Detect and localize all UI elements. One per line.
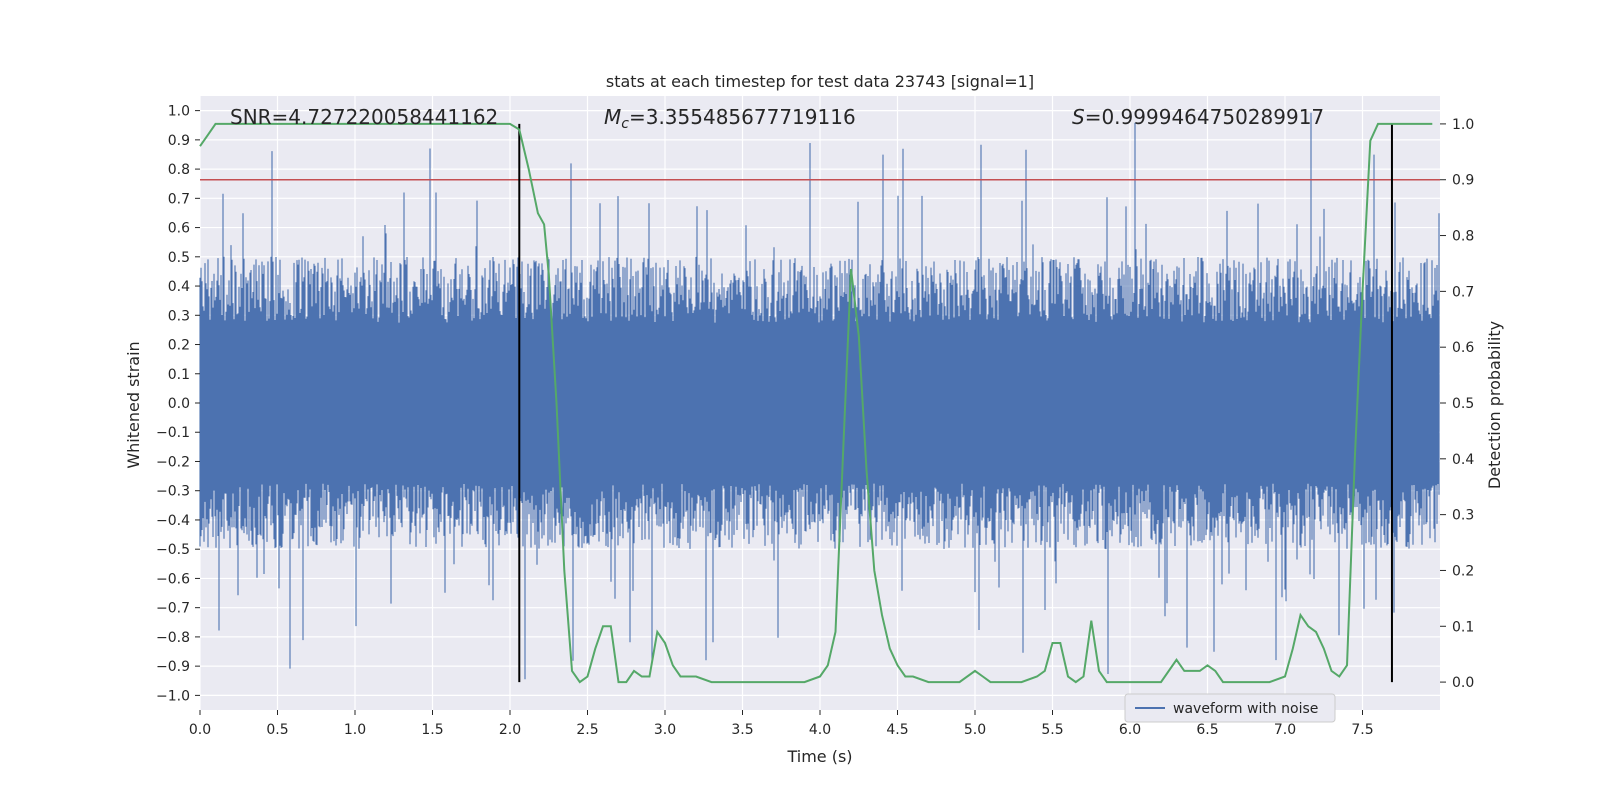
legend-label: waveform with noise: [1173, 701, 1318, 717]
right-tick-label: 0.6: [1452, 340, 1474, 356]
right-tick-label: 0.1: [1452, 619, 1474, 635]
left-tick-label: −0.8: [156, 630, 190, 646]
left-tick-label: −0.2: [156, 454, 190, 470]
right-tick-label: 0.3: [1452, 508, 1474, 524]
left-tick-label: 0.6: [168, 221, 190, 237]
x-axis-ticks: 0.0 0.5 1.0 1.5 2.0 2.5 3.0 3.5 4.0 4.5 5.0 5.5 6.0 6…: [189, 710, 1374, 738]
x-tick-label: 5.0: [964, 722, 986, 738]
left-tick-label: −0.1: [156, 425, 190, 441]
right-axis-ticks: 1.0 0.9 0.8 0.7 0.6 0.5 0.4 0.3 0.2 0.1 0.0: [1440, 117, 1474, 691]
left-tick-label: −0.9: [156, 659, 190, 675]
x-tick-label: 1.0: [344, 722, 366, 738]
left-axis-ticks: 1.0 0.9 0.8 0.7 0.6 0.5 0.4 0.3 0.2 0.1 0.0 −0.1 −0.…: [156, 104, 200, 704]
x-tick-label: 2.5: [576, 722, 598, 738]
waveform-noise-path: [199, 112, 1440, 680]
chart-title: stats at each timestep for test data 237…: [606, 72, 1034, 91]
left-tick-label: 0.8: [168, 162, 190, 178]
legend-box: [1124, 693, 1336, 723]
left-axis-label: Whitened strain: [124, 341, 143, 468]
left-tick-label: 0.1: [168, 367, 190, 383]
x-tick-label: 6.0: [1119, 722, 1141, 738]
x-tick-label: 1.5: [421, 722, 443, 738]
left-tick-label: 1.0: [168, 104, 190, 120]
left-tick-label: 0.9: [168, 133, 190, 149]
left-tick-label: −0.7: [156, 601, 190, 617]
left-tick-label: −0.3: [156, 484, 190, 500]
right-tick-label: 0.8: [1452, 229, 1474, 245]
vertical-markers: [518, 123, 1393, 683]
left-tick-label: −0.6: [156, 571, 190, 587]
left-tick-label: −0.5: [156, 542, 190, 558]
right-tick-label: 1.0: [1452, 117, 1474, 133]
right-tick-label: 0.4: [1452, 452, 1474, 468]
left-tick-label: 0.7: [168, 191, 190, 207]
right-tick-label: 0.2: [1452, 563, 1474, 579]
x-tick-label: 0.5: [266, 722, 288, 738]
x-tick-label: 5.5: [1041, 722, 1063, 738]
probability-line: [199, 122, 1433, 684]
x-tick-label: 2.0: [499, 722, 521, 738]
x-tick-label: 0.0: [189, 722, 211, 738]
probability-series: [199, 122, 1433, 684]
left-tick-label: 0.5: [168, 250, 190, 266]
legend: waveform with noise: [1124, 693, 1336, 723]
x-tick-label: 7.5: [1351, 722, 1373, 738]
left-tick-label: 0.4: [168, 279, 190, 295]
left-tick-label: −1.0: [156, 688, 190, 704]
left-tick-label: 0.0: [168, 396, 190, 412]
left-tick-label: 0.2: [168, 338, 190, 354]
left-tick-label: 0.3: [168, 308, 190, 324]
x-axis-label: Time (s): [786, 747, 852, 766]
x-tick-label: 4.5: [886, 722, 908, 738]
mc-annotation: Mc=3.355485677719116: [604, 105, 856, 132]
right-tick-label: 0.7: [1452, 284, 1474, 300]
x-tick-label: 3.5: [731, 722, 753, 738]
snr-annotation: SNR=4.727220058441162: [230, 105, 498, 129]
x-tick-label: 6.5: [1196, 722, 1218, 738]
waveform-series: [199, 112, 1440, 680]
right-tick-label: 0.5: [1452, 396, 1474, 412]
s-annotation: S=0.9999464750289917: [1072, 105, 1324, 129]
right-axis-label: Detection probability: [1485, 321, 1504, 489]
left-tick-label: −0.4: [156, 513, 190, 529]
x-tick-label: 7.0: [1274, 722, 1296, 738]
x-tick-label: 3.0: [654, 722, 676, 738]
x-tick-label: 4.0: [809, 722, 831, 738]
right-tick-label: 0.9: [1452, 173, 1474, 189]
right-tick-label: 0.0: [1452, 675, 1474, 691]
